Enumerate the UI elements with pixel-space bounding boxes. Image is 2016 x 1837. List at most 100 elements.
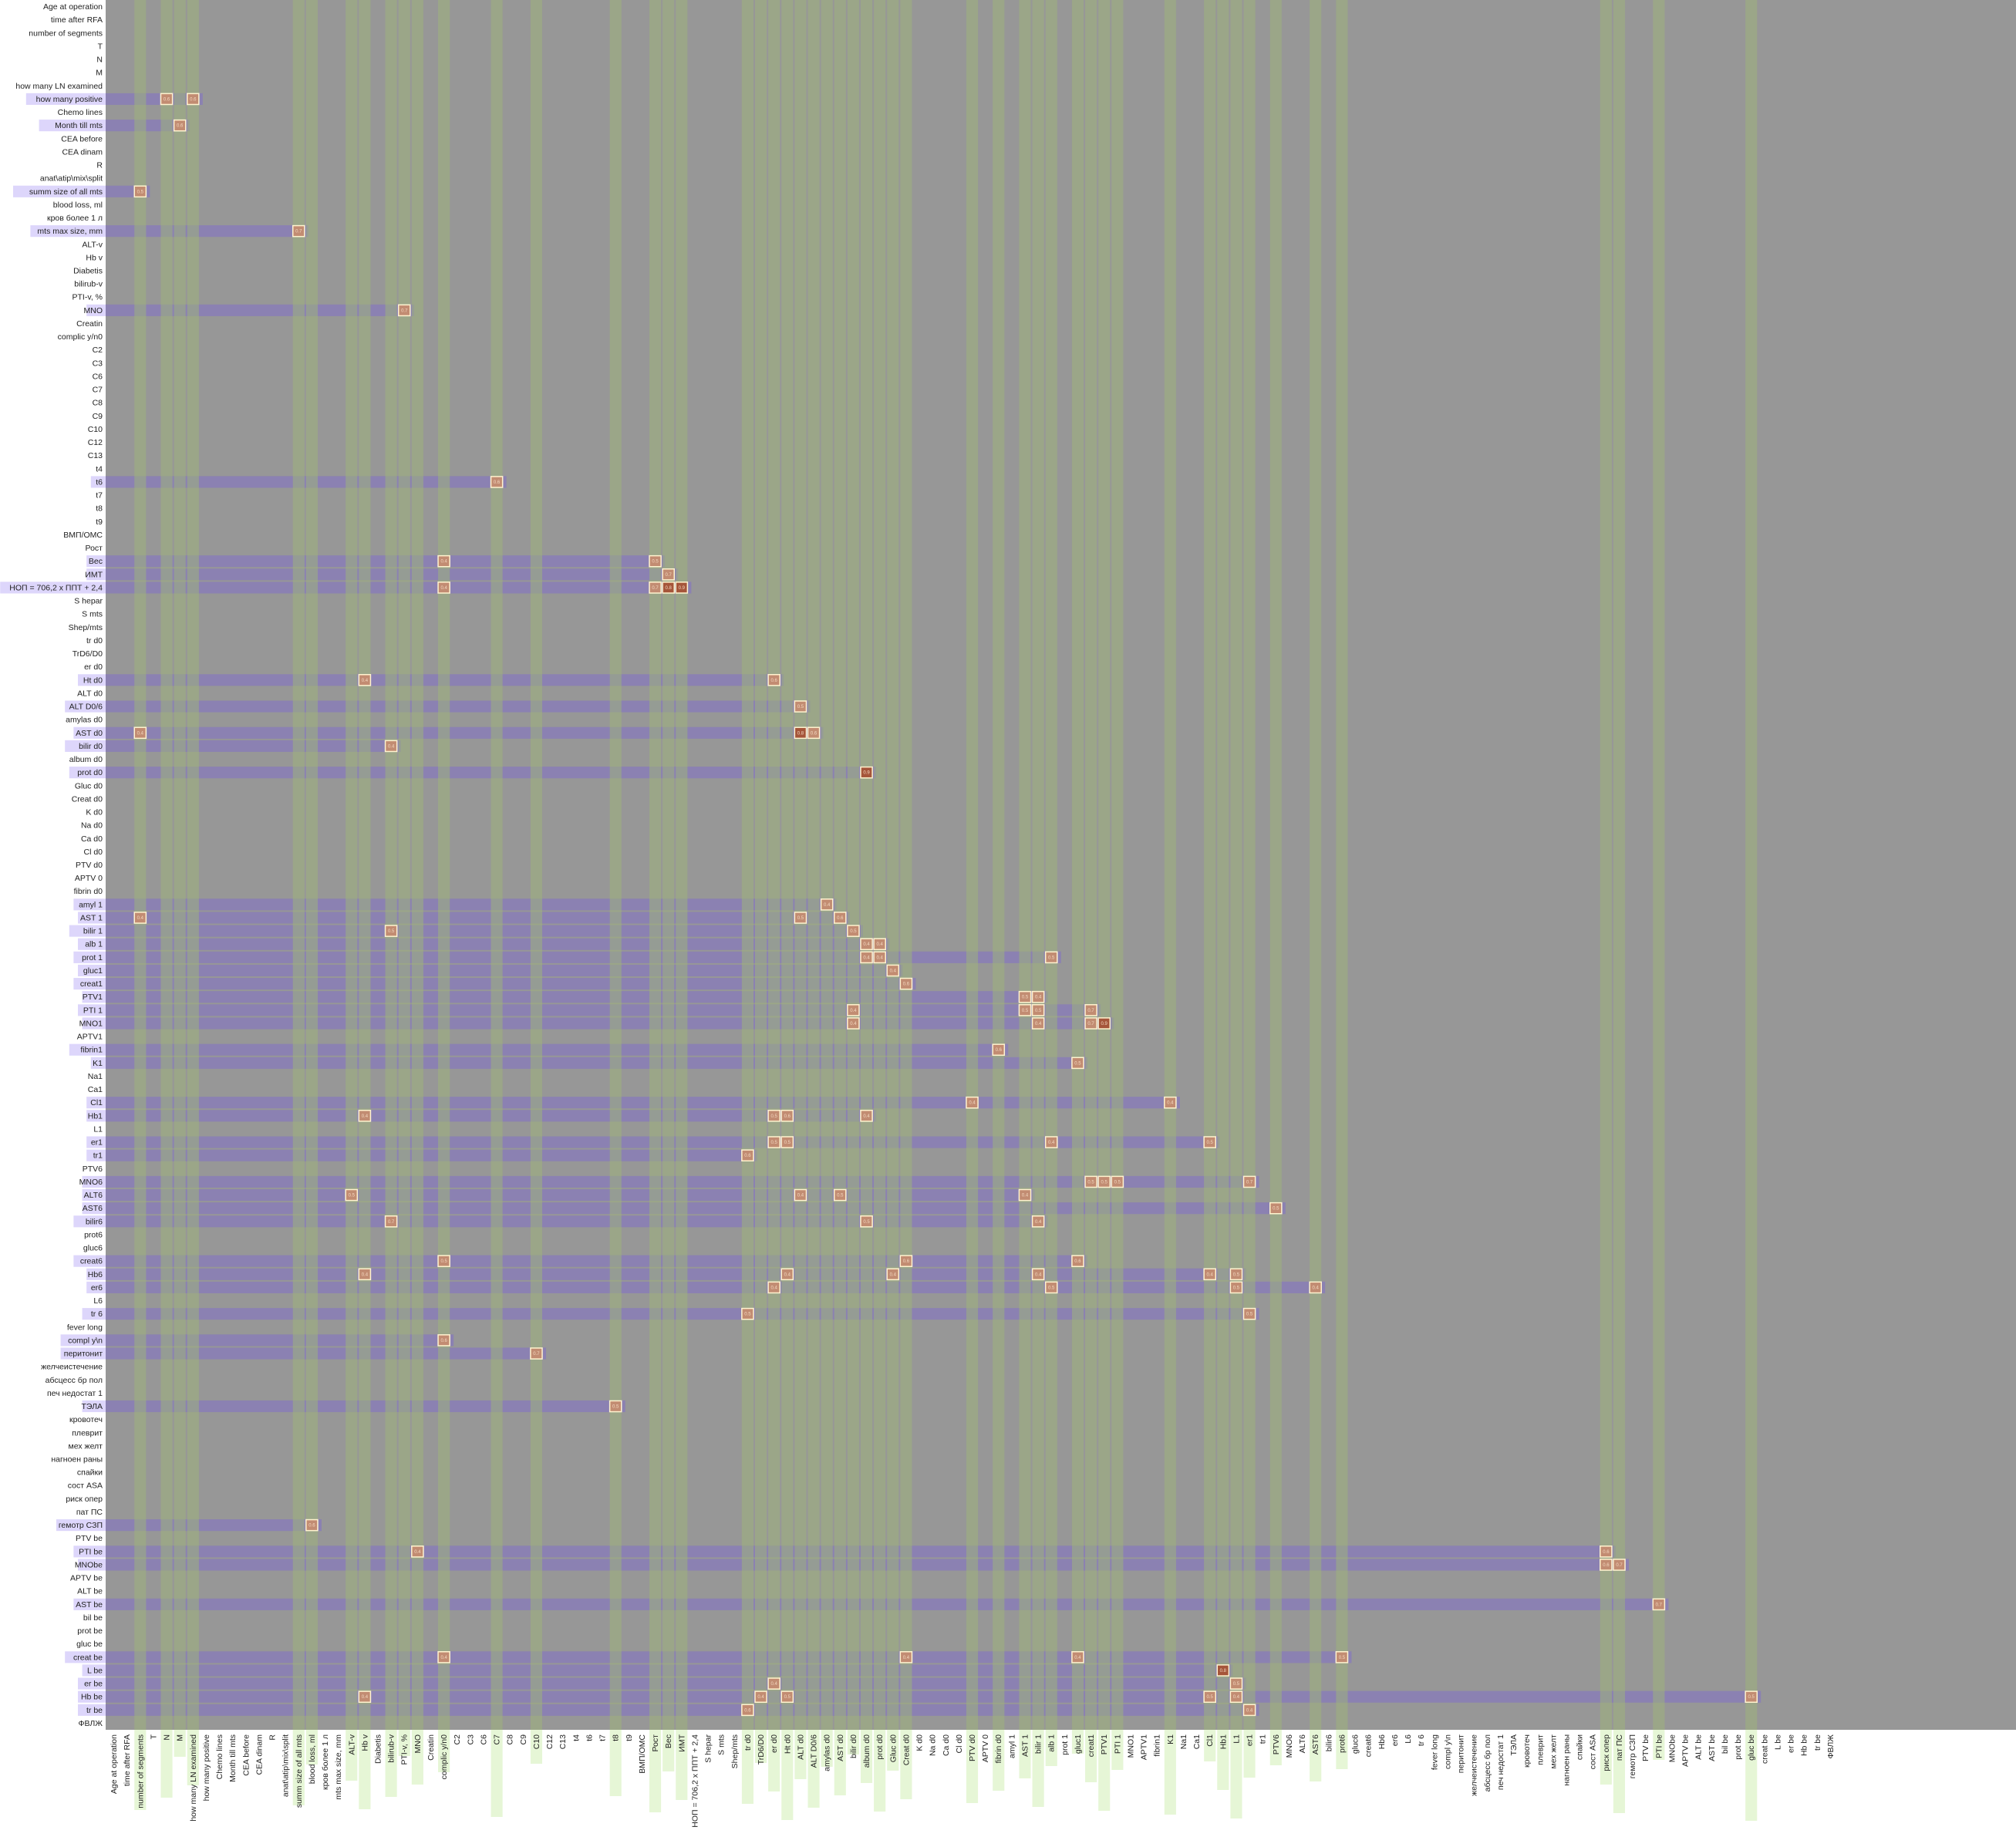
heatmap-cell [1031,1268,1045,1281]
row-label-highlight [73,1255,106,1267]
column-label: мех желт [1549,1734,1558,1769]
heatmap-cell [873,938,886,951]
column-band [662,0,675,1730]
row-label: Hb v [86,253,103,262]
row-band [106,1149,757,1161]
row-label-highlight [82,1017,106,1030]
row-label-highlight [73,898,106,911]
cell-value-label: 0.5 [784,1695,791,1700]
column-band-below [438,1730,450,1772]
row-label: Gluc d0 [75,781,103,790]
row-label-highlight [82,1188,106,1202]
cell-value-label: 0.7 [1616,1563,1623,1568]
column-band-below [1336,1730,1348,1769]
cell-value-label: 0.4 [440,1656,447,1660]
row-band [106,1519,322,1532]
row-label: ФВЛЖ [79,1719,103,1728]
column-label: ВМП/ОМС [638,1734,647,1774]
row-label: bil be [83,1613,103,1623]
cell-value-label: 0.4 [1035,1272,1042,1277]
column-label: Ca d0 [942,1734,951,1756]
row-label: tr be [86,1706,103,1715]
column-band [1310,0,1322,1730]
column-label: time after RFA [123,1734,132,1786]
row-label-highlight [90,476,106,488]
cell-value-label: 0.6 [1603,1550,1610,1555]
heatmap-cell [133,912,147,924]
column-label: желчеистечение [1470,1734,1479,1796]
column-band-below [966,1730,979,1803]
column-band [1204,0,1216,1730]
row-label: Creatin [76,319,103,329]
heatmap-cell [780,1268,794,1281]
heatmap-cell [1229,1677,1243,1690]
cell-value-label: 0.5 [1101,1180,1108,1185]
cell-value-label: 0.5 [1022,996,1029,1000]
column-band-below [860,1730,873,1783]
column-label: сост ASA [1589,1734,1598,1769]
cell-value-label: 0.5 [1246,1313,1253,1317]
column-label: prot be [1734,1734,1743,1760]
row-label: Hb be [81,1693,103,1702]
row-band [106,978,916,990]
column-band-below [292,1730,305,1805]
column-band [794,0,807,1730]
row-band [106,1281,1326,1293]
heatmap-cell [649,581,662,594]
heatmap-cell [767,673,780,686]
cell-value-label: 0.4 [770,1682,777,1687]
row-label: PTI be [79,1547,103,1556]
heatmap-cell [1031,1017,1045,1030]
heatmap-cell [780,1110,794,1122]
column-band-below [754,1730,767,1763]
row-label: MNO [84,306,103,315]
row-band [106,726,824,739]
row-label: PTV1 [83,993,103,1002]
cell-value-label: 0.5 [1207,1695,1214,1700]
row-labels: Age at operation time after RFA number of … [9,2,103,1728]
column-label: gluc1 [1074,1734,1083,1754]
row-label-highlight [65,1651,106,1663]
row-label-highlight [82,1400,106,1413]
column-label: L6 [1404,1734,1413,1744]
row-label: t9 [96,517,103,527]
column-label: L1 [1232,1734,1241,1744]
heatmap-cell [609,1400,622,1413]
heatmap-cell [133,726,147,740]
column-band [966,0,979,1730]
cell-value-label: 0.4 [969,1101,976,1106]
row-label: R [96,161,103,170]
column-label: MNO1 [1126,1734,1135,1758]
row-label: S hepar [74,597,103,606]
column-label: MNO6 [1285,1734,1294,1758]
row-label-highlight [56,1519,106,1532]
cell-value-label: 0.5 [1339,1656,1346,1660]
column-band-below [649,1730,662,1812]
cell-value-label: 0.5 [652,560,659,565]
column-band [1243,0,1256,1730]
row-label: ALT D0/6 [69,703,103,712]
heatmap-cell [1164,1096,1177,1109]
column-label: fever long [1430,1734,1439,1770]
column-band [1032,0,1044,1730]
column-label: Month till mts [228,1734,238,1782]
column-label: t6 [585,1734,594,1741]
heatmap-cell [1203,1690,1217,1704]
cell-value-label: 0.6 [744,1708,751,1713]
row-label-highlight [73,978,106,990]
row-label: Hb1 [88,1111,103,1121]
cell-value-label: 0.6 [837,916,844,921]
cell-value-label: 0.5 [797,916,804,921]
row-label: Diabetis [73,267,103,276]
cell-value-label: 0.6 [494,480,501,485]
row-label: summ size of all mts [29,187,103,197]
column-band-below [676,1730,688,1800]
cell-value-label: 0.4 [824,903,831,908]
column-band-below [1613,1730,1626,1813]
heatmap-cell [662,568,676,581]
row-label-highlight [78,1704,106,1716]
heatmap-cell [490,476,504,488]
heatmap-cell [675,581,689,594]
row-band [106,1347,547,1360]
row-label: пат ПС [76,1508,103,1517]
